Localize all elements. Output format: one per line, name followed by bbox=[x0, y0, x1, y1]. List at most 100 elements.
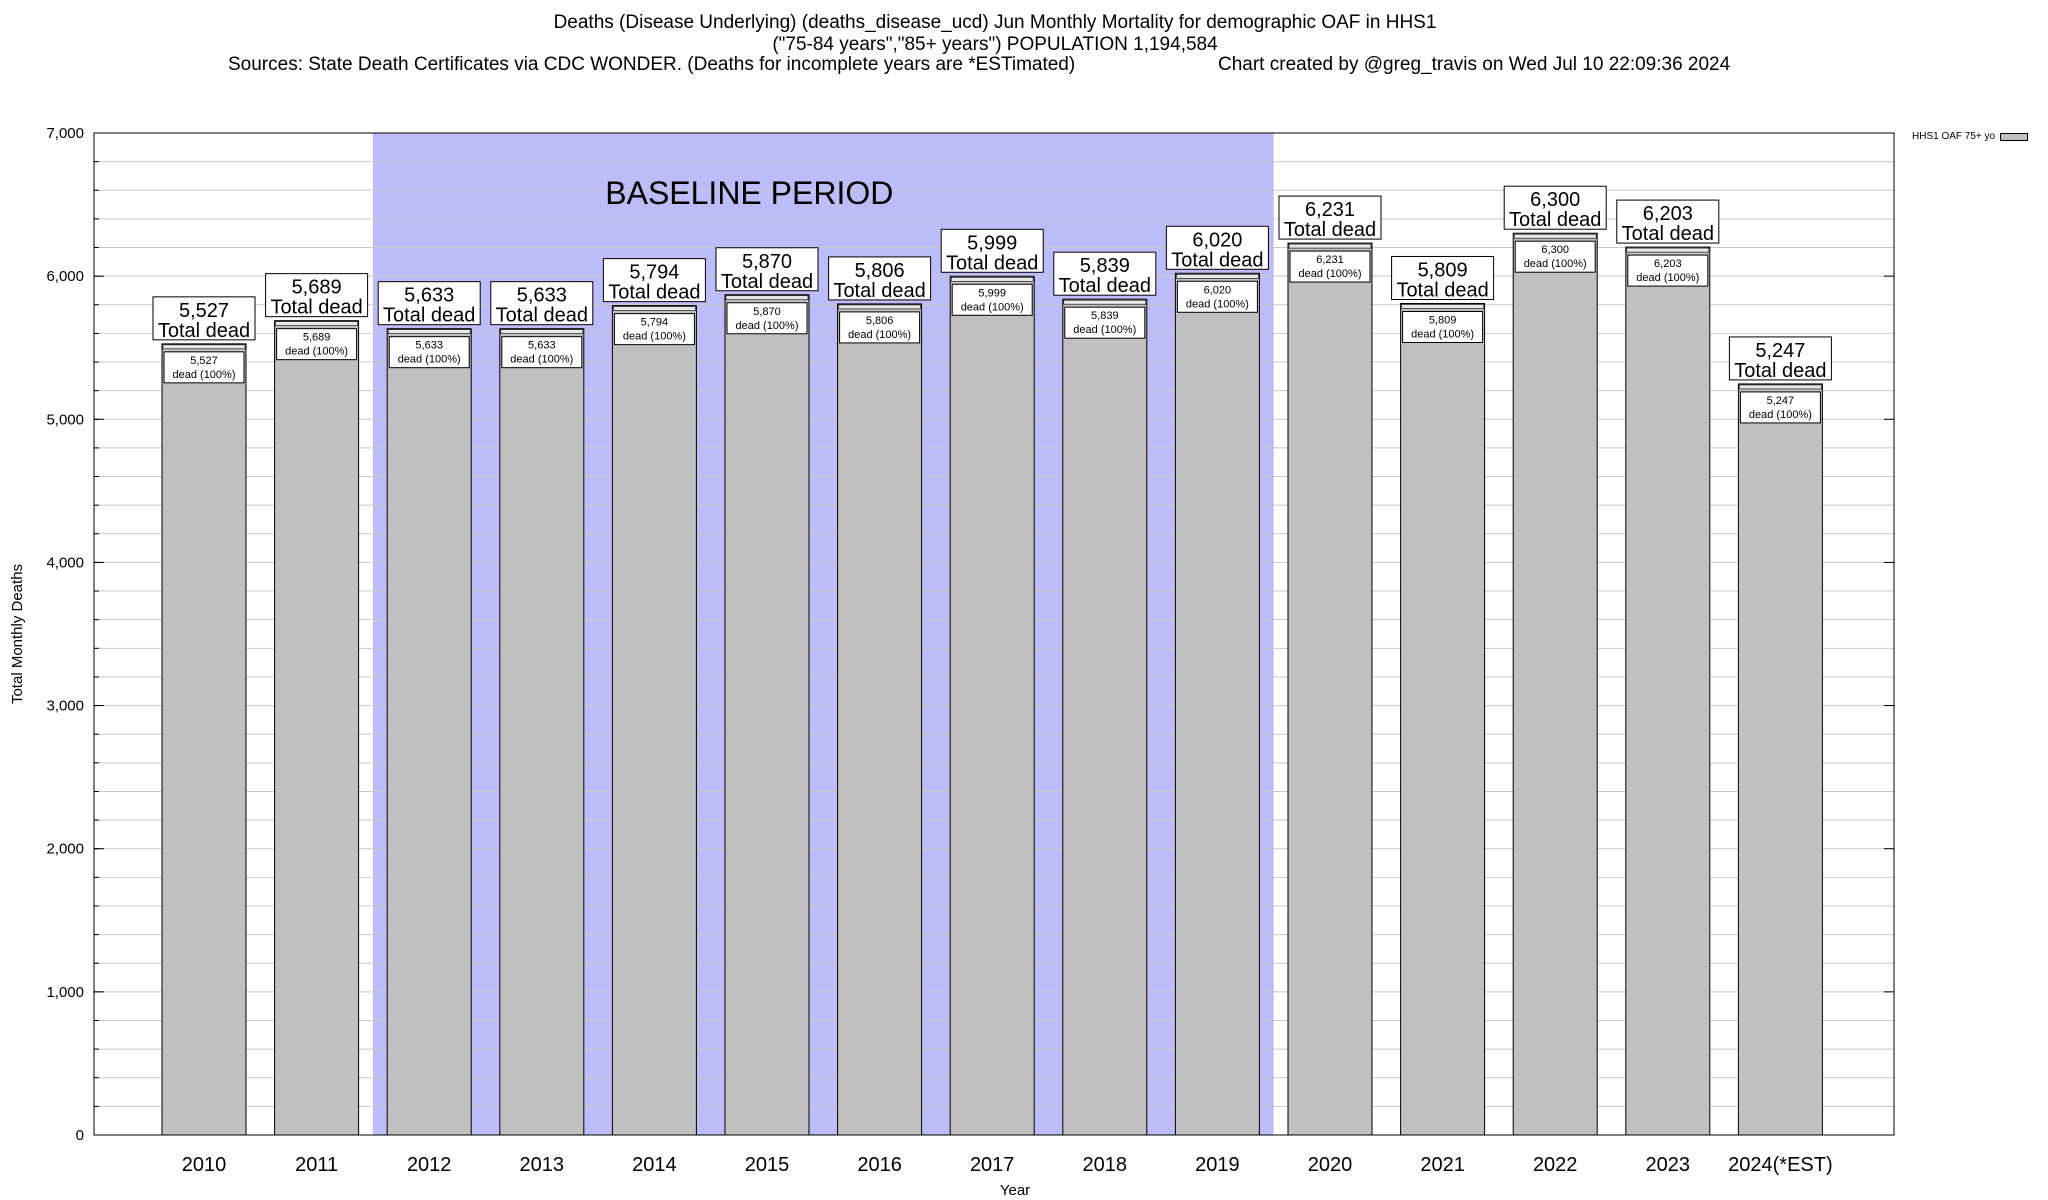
x-tick-label: 2015 bbox=[745, 1154, 790, 1176]
y-tick-label: 5,000 bbox=[46, 411, 84, 428]
y-tick-label: 6,000 bbox=[46, 268, 84, 285]
outer-label-box bbox=[1165, 225, 1269, 270]
inner-percent-label: dead (100%) bbox=[736, 320, 799, 332]
inner-percent-label: dead (100%) bbox=[173, 369, 236, 381]
outer-value-label: 5,633 bbox=[517, 285, 567, 307]
y-tick-label: 1,000 bbox=[46, 984, 84, 1001]
x-axis-label: Year bbox=[1000, 1182, 1030, 1199]
x-tick-label: 2022 bbox=[1533, 1154, 1578, 1176]
inner-value-label: 6,020 bbox=[1204, 284, 1232, 296]
x-tick-label: 2018 bbox=[1083, 1154, 1128, 1176]
inner-value-label: 5,633 bbox=[415, 340, 443, 352]
x-tick-label: 2011 bbox=[295, 1154, 338, 1176]
x-tick-label: 2024(*EST) bbox=[1728, 1154, 1833, 1176]
outer-label-box bbox=[1503, 185, 1607, 230]
outer-label-box bbox=[377, 281, 481, 326]
bar bbox=[611, 305, 697, 1136]
x-tick-label: 2019 bbox=[1195, 1154, 1240, 1176]
bar-cap bbox=[162, 344, 246, 350]
inner-label-box bbox=[1402, 310, 1484, 343]
bar-cap bbox=[1739, 384, 1822, 390]
inner-value-label: 5,809 bbox=[1429, 314, 1457, 326]
bar bbox=[161, 343, 247, 1136]
inner-value-label: 6,231 bbox=[1316, 254, 1344, 266]
x-tick-label: 2012 bbox=[407, 1154, 452, 1176]
chart-title: Deaths (Disease Underlying) (deaths_dise… bbox=[0, 12, 1990, 56]
inner-value-label: 5,247 bbox=[1767, 395, 1795, 407]
y-tick-label: 2,000 bbox=[46, 841, 84, 858]
outer-total-label: Total dead bbox=[1171, 249, 1263, 271]
outer-total-label: Total dead bbox=[1284, 219, 1376, 241]
inner-percent-label: dead (100%) bbox=[1299, 268, 1362, 280]
x-tick-label: 2014 bbox=[632, 1154, 677, 1176]
bar-cap bbox=[1401, 304, 1484, 309]
inner-value-label: 6,300 bbox=[1541, 244, 1569, 256]
outer-value-label: 5,839 bbox=[1080, 255, 1130, 277]
outer-total-label: Total dead bbox=[1622, 223, 1714, 245]
bar bbox=[837, 303, 923, 1136]
bar-cap bbox=[1288, 243, 1372, 249]
inner-percent-label: dead (100%) bbox=[1073, 324, 1136, 336]
x-tick-label: 2016 bbox=[857, 1154, 902, 1176]
outer-label-box bbox=[828, 256, 932, 301]
bar bbox=[1400, 302, 1486, 1136]
outer-total-label: Total dead bbox=[1396, 279, 1488, 301]
inner-percent-label: dead (100%) bbox=[285, 346, 348, 358]
inner-value-label: 5,870 bbox=[753, 306, 781, 318]
legend-label: HHS1 OAF 75+ yo bbox=[1912, 131, 1996, 142]
inner-label-box bbox=[613, 313, 695, 346]
inner-percent-label: dead (100%) bbox=[398, 354, 461, 366]
outer-total-label: Total dead bbox=[721, 271, 813, 293]
legend: HHS1 OAF 75+ yo bbox=[1912, 131, 2029, 142]
outer-value-label: 5,247 bbox=[1755, 340, 1805, 362]
inner-percent-label: dead (100%) bbox=[510, 354, 573, 366]
bar bbox=[386, 328, 472, 1136]
inner-value-label: 5,839 bbox=[1091, 310, 1119, 322]
outer-value-label: 5,689 bbox=[292, 277, 342, 299]
bar bbox=[724, 294, 810, 1136]
legend-swatch bbox=[2000, 132, 2029, 141]
bar bbox=[1512, 232, 1598, 1136]
outer-value-label: 5,527 bbox=[179, 300, 229, 322]
x-tick-label: 2020 bbox=[1308, 1154, 1353, 1176]
outer-total-label: Total dead bbox=[1059, 275, 1151, 297]
inner-label-box bbox=[1514, 240, 1596, 273]
outer-label-box bbox=[940, 228, 1044, 273]
outer-label-box bbox=[1053, 251, 1157, 296]
inner-label-box bbox=[951, 283, 1033, 316]
outer-label-box bbox=[1728, 336, 1832, 381]
bar-cap bbox=[950, 276, 1034, 282]
inner-label-box bbox=[1739, 391, 1821, 424]
inner-percent-label: dead (100%) bbox=[848, 329, 911, 341]
plot-frame bbox=[93, 132, 1895, 1136]
bar-cap bbox=[613, 306, 696, 311]
inner-percent-label: dead (100%) bbox=[1186, 298, 1249, 310]
outer-value-label: 6,300 bbox=[1530, 189, 1580, 211]
outer-total-label: Total dead bbox=[270, 297, 362, 319]
y-tick-label: 0 bbox=[76, 1127, 84, 1144]
inner-value-label: 5,527 bbox=[190, 355, 218, 367]
outer-total-label: Total dead bbox=[496, 305, 588, 327]
inner-percent-label: dead (100%) bbox=[1524, 258, 1587, 270]
inner-label-box bbox=[276, 328, 358, 361]
inner-value-label: 5,999 bbox=[978, 287, 1006, 299]
credit-note: Chart created by @greg_travis on Wed Jul… bbox=[1218, 54, 1731, 75]
inner-label-box bbox=[1176, 280, 1258, 313]
outer-total-label: Total dead bbox=[608, 282, 700, 304]
outer-value-label: 5,870 bbox=[742, 251, 792, 273]
outer-label-box bbox=[490, 281, 594, 326]
outer-total-label: Total dead bbox=[946, 252, 1038, 274]
outer-total-label: Total dead bbox=[158, 320, 250, 342]
outer-value-label: 5,999 bbox=[967, 232, 1017, 254]
bar-cap bbox=[838, 304, 921, 310]
title-line-2: ("75-84 years","85+ years") POPULATION 1… bbox=[772, 34, 1218, 55]
bar-cap bbox=[275, 321, 358, 326]
outer-label-box bbox=[152, 296, 256, 341]
bar-cap bbox=[387, 329, 471, 334]
y-tick-label: 3,000 bbox=[46, 698, 84, 715]
y-tick-label: 7,000 bbox=[46, 125, 84, 142]
outer-value-label: 6,231 bbox=[1305, 199, 1355, 221]
sources-note: Sources: State Death Certificates via CD… bbox=[228, 54, 1076, 75]
inner-percent-label: dead (100%) bbox=[1636, 272, 1699, 284]
